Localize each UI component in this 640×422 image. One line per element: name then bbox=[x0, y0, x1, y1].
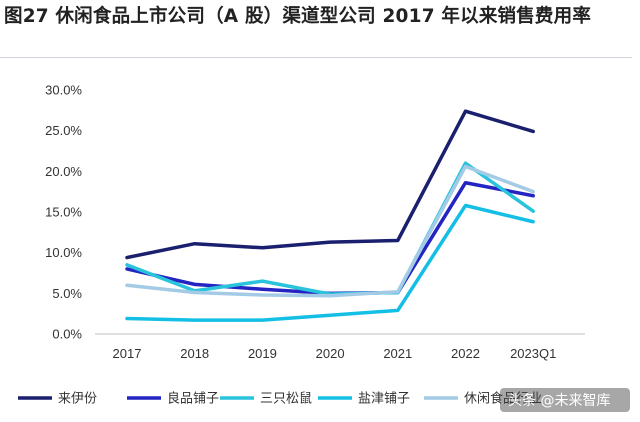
legend-label: 来伊份 bbox=[58, 392, 97, 407]
series-group bbox=[125, 109, 535, 322]
watermark-backdrop bbox=[500, 388, 630, 412]
axes: 0.0% 5.0% 10.0% 15.0% 20.0% 25.0% 30.0% 2017 201… bbox=[45, 83, 585, 361]
title-block: 图27 休闲食品上市公司（A 股）渠道型公司 2017 年以来销售费用率 bbox=[4, 4, 636, 30]
y-tick-label: 5.0% bbox=[52, 286, 82, 301]
series-line-2 bbox=[125, 180, 535, 296]
chart-title: 图27 休闲食品上市公司（A 股）渠道型公司 2017 年以来销售费用率 bbox=[4, 6, 592, 27]
x-tick-label: 2020 bbox=[316, 346, 345, 361]
x-tick-label: 2018 bbox=[180, 346, 209, 361]
series-line-4 bbox=[125, 203, 535, 322]
x-tick-label: 2019 bbox=[248, 346, 277, 361]
legend: 来伊份 良品铺子 三只松鼠 盐津铺子 休闲食品行业 bbox=[18, 391, 542, 407]
y-tick-label: 25.0% bbox=[45, 123, 82, 138]
y-tick-label: 20.0% bbox=[45, 164, 82, 179]
legend-label: 盐津铺子 bbox=[358, 392, 410, 407]
series-line-5 bbox=[125, 164, 535, 298]
x-tick-label: 2023Q1 bbox=[510, 346, 556, 361]
x-tick-label: 2017 bbox=[113, 346, 142, 361]
y-tick-label: 15.0% bbox=[45, 205, 82, 220]
series-line-1 bbox=[125, 109, 535, 260]
x-tick-label: 2022 bbox=[451, 346, 480, 361]
legend-label: 三只松鼠 bbox=[260, 392, 312, 407]
watermark: 头条 @未来智库 bbox=[500, 388, 630, 412]
legend-label: 良品铺子 bbox=[167, 391, 219, 407]
title-divider bbox=[0, 57, 632, 58]
y-tick-label: 30.0% bbox=[45, 83, 82, 98]
y-tick-label: 10.0% bbox=[45, 245, 82, 260]
x-tick-label: 2021 bbox=[383, 346, 412, 361]
watermark-text: 头条 @未来智库 bbox=[508, 392, 610, 409]
legend-label: 休闲食品行业 bbox=[464, 391, 542, 407]
y-tick-label: 0.0% bbox=[52, 327, 82, 342]
